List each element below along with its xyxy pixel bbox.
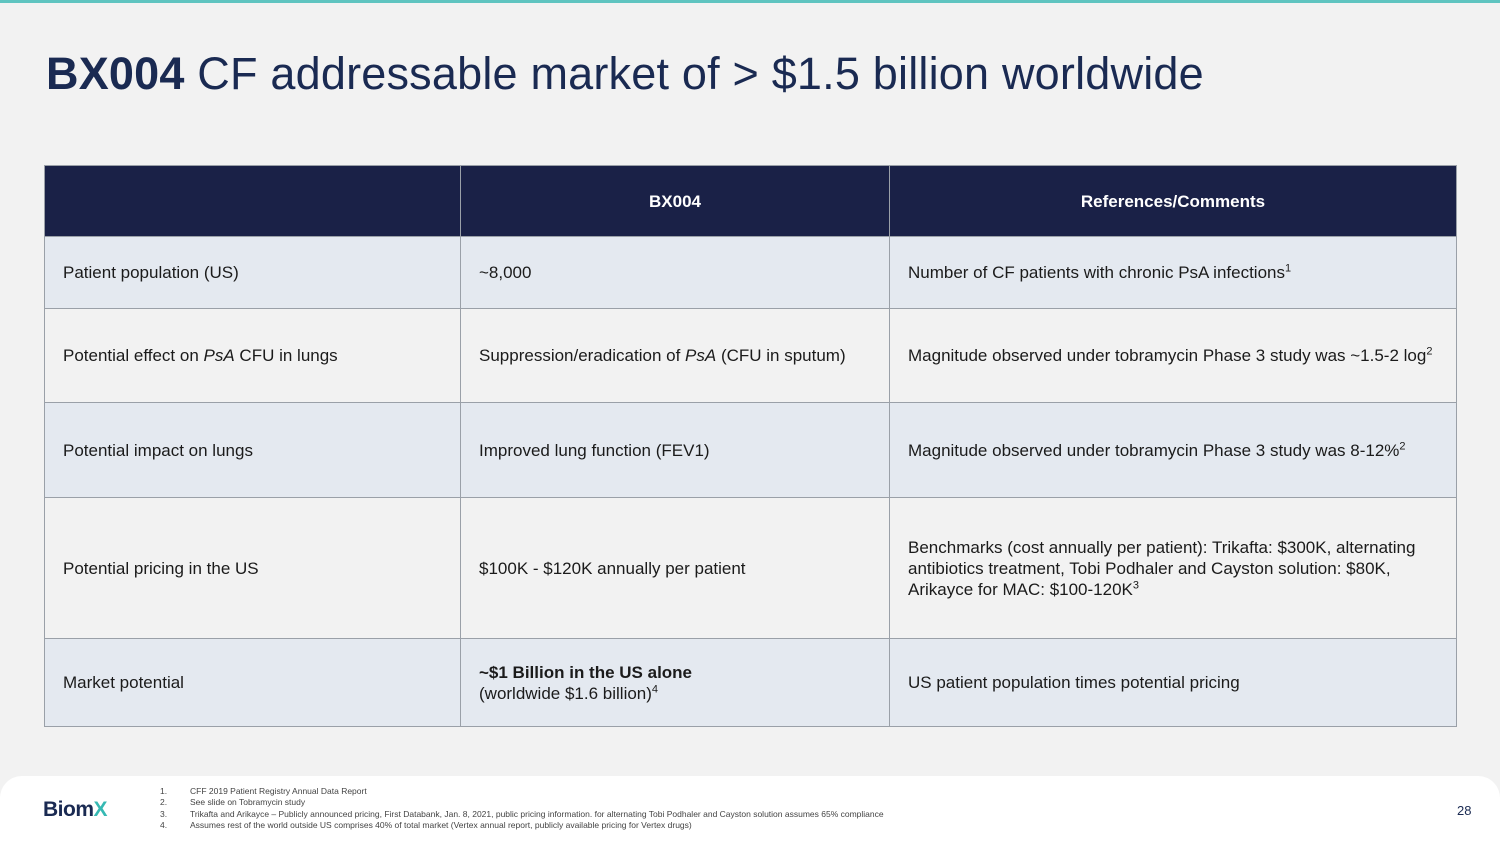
title-product: BX004: [46, 48, 185, 99]
top-accent-line: [0, 0, 1500, 3]
table-row: Potential pricing in the US $100K - $120…: [44, 497, 1457, 639]
table-row: Potential impact on lungs Improved lung …: [44, 402, 1457, 498]
row-comment: Magnitude observed under tobramycin Phas…: [889, 308, 1457, 403]
row-label: Potential effect on PsA CFU in lungs: [44, 308, 461, 403]
biomx-logo: BiomX: [43, 798, 108, 821]
row-value: Improved lung function (FEV1): [460, 402, 890, 498]
footer: BiomX 1. CFF 2019 Patient Registry Annual…: [0, 776, 1500, 843]
table-row: Market potential ~$1 Billion in the US a…: [44, 638, 1457, 727]
row-value: ~$1 Billion in the US alone (worldwide $1…: [460, 638, 890, 727]
row-value: Suppression/eradication of PsA (CFU in s…: [460, 308, 890, 403]
table-header-row: BX004 References/Comments: [44, 165, 1457, 237]
header-empty: [44, 165, 461, 237]
footnote: 1. CFF 2019 Patient Registry Annual Data …: [160, 786, 367, 796]
row-comment: Number of CF patients with chronic PsA i…: [889, 236, 1457, 309]
page-number: 28: [1457, 803, 1472, 818]
row-comment: Benchmarks (cost annually per patient): …: [889, 497, 1457, 639]
header-references: References/Comments: [889, 165, 1457, 237]
row-label: Potential impact on lungs: [44, 402, 461, 498]
header-bx004: BX004: [460, 165, 890, 237]
row-label: Patient population (US): [44, 236, 461, 309]
title-text: CF addressable market of > $1.5 billion …: [184, 48, 1204, 99]
page-title: BX004 CF addressable market of > $1.5 bi…: [46, 48, 1204, 100]
footnote: 4. Assumes rest of the world outside US c…: [160, 819, 692, 830]
row-comment: US patient population times potential pr…: [889, 638, 1457, 727]
row-value: ~8,000: [460, 236, 890, 309]
table-row: Potential effect on PsA CFU in lungs Sup…: [44, 308, 1457, 403]
footnote: 3. Trikafta and Arikayce – Publicly annou…: [160, 808, 884, 819]
footnotes: 1. CFF 2019 Patient Registry Annual Data …: [160, 786, 884, 831]
row-label: Potential pricing in the US: [44, 497, 461, 639]
market-table: BX004 References/Comments Patient popula…: [44, 165, 1457, 727]
footnote: 2. See slide on Tobramycin study: [160, 797, 306, 808]
row-comment: Magnitude observed under tobramycin Phas…: [889, 402, 1457, 498]
row-value: $100K - $120K annually per patient: [460, 497, 890, 639]
row-label: Market potential: [44, 638, 461, 727]
table-row: Patient population (US) ~8,000 Number of…: [44, 236, 1457, 309]
